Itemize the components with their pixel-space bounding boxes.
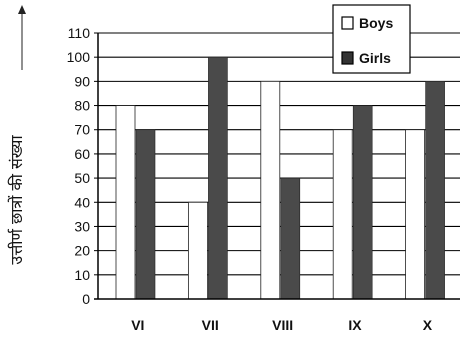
- y-tick-label: 70: [74, 122, 90, 138]
- y-tick-label: 50: [74, 170, 90, 186]
- bar-girls-ix: [352, 105, 373, 300]
- legend-label-girls: Girls: [359, 50, 391, 66]
- bar-girls-vii: [208, 56, 228, 300]
- x-tick-label: IX: [348, 317, 362, 333]
- legend-swatch-girls: [341, 51, 354, 65]
- bar-boys-vi: [115, 105, 136, 300]
- y-tick-label: 30: [74, 218, 90, 234]
- bar-girls-viii: [280, 177, 301, 300]
- x-tick-labels: VI VII VIII IX X: [131, 317, 433, 333]
- y-tick-label: 110: [68, 25, 91, 41]
- legend-swatch-boys: [341, 16, 354, 30]
- y-tick-label: 100: [67, 49, 91, 65]
- bar-boys-x: [405, 129, 426, 300]
- y-tick-label: 10: [74, 267, 90, 283]
- bar-boys-vii: [187, 201, 208, 300]
- y-axis-title: उत्तीर्ण छात्रों की संख्या: [7, 135, 26, 265]
- x-tick-label: VI: [131, 317, 144, 333]
- x-tick-label: VII: [202, 317, 219, 333]
- y-tick-label: 90: [74, 73, 90, 89]
- bar-boys-ix: [332, 129, 353, 300]
- y-axis-title-group: उत्तीर्ण छात्रों की संख्या: [7, 5, 26, 265]
- bar-girls-x: [425, 81, 445, 300]
- y-axis-arrow-head: [18, 5, 26, 14]
- x-tick-label: VIII: [272, 317, 293, 333]
- legend-label-boys: Boys: [359, 15, 393, 31]
- y-tick-label: 40: [74, 194, 90, 210]
- bar-boys-viii: [260, 80, 281, 300]
- y-tick-label: 80: [74, 98, 90, 114]
- y-tick-labels: 0 10 20 30 40 50 60 70 80 90 100 110: [67, 25, 98, 307]
- y-tick-label: 0: [82, 291, 90, 307]
- axes: [94, 33, 460, 300]
- bar-girls-vi: [135, 129, 156, 300]
- y-tick-label: 20: [74, 243, 90, 259]
- x-tick-label: X: [423, 317, 433, 333]
- legend: Boys Girls: [332, 4, 411, 74]
- y-tick-label: 60: [74, 146, 90, 162]
